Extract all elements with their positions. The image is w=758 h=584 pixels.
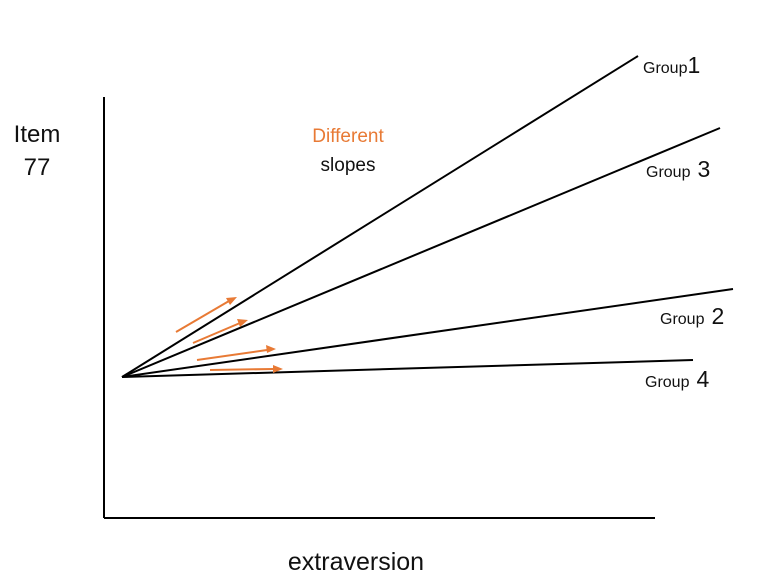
annotation-slopes: slopes bbox=[321, 155, 376, 176]
slope-arrow-3 bbox=[196, 345, 276, 361]
group-2-label: Group 2 bbox=[660, 303, 724, 329]
group-4-line bbox=[121, 359, 694, 378]
group-4-label: Group 4 bbox=[645, 366, 709, 392]
group-4-number: 4 bbox=[696, 366, 709, 392]
group-4-word: Group bbox=[645, 374, 690, 391]
group-1-word: Group bbox=[643, 60, 688, 77]
group-3-line bbox=[121, 127, 721, 378]
y-axis-label-line2: 77 bbox=[24, 154, 51, 181]
group-1-number: 1 bbox=[687, 52, 700, 78]
y-axis-label-line1: Item bbox=[14, 121, 61, 148]
slope-arrow-2 bbox=[192, 319, 248, 344]
group-3-label: Group 3 bbox=[646, 156, 710, 182]
group-3-number: 3 bbox=[697, 156, 710, 182]
group-1-label: Group1 bbox=[643, 52, 700, 78]
group-3-word: Group bbox=[646, 164, 691, 181]
group-2-line bbox=[121, 288, 734, 378]
group-1-line bbox=[121, 55, 639, 378]
slope-arrow-4 bbox=[209, 365, 283, 373]
group-2-word: Group bbox=[660, 311, 705, 328]
slope-arrow-1 bbox=[175, 297, 237, 333]
x-axis-label: extraversion bbox=[288, 548, 424, 576]
annotation-different: Different bbox=[312, 126, 384, 147]
group-2-number: 2 bbox=[711, 303, 724, 329]
